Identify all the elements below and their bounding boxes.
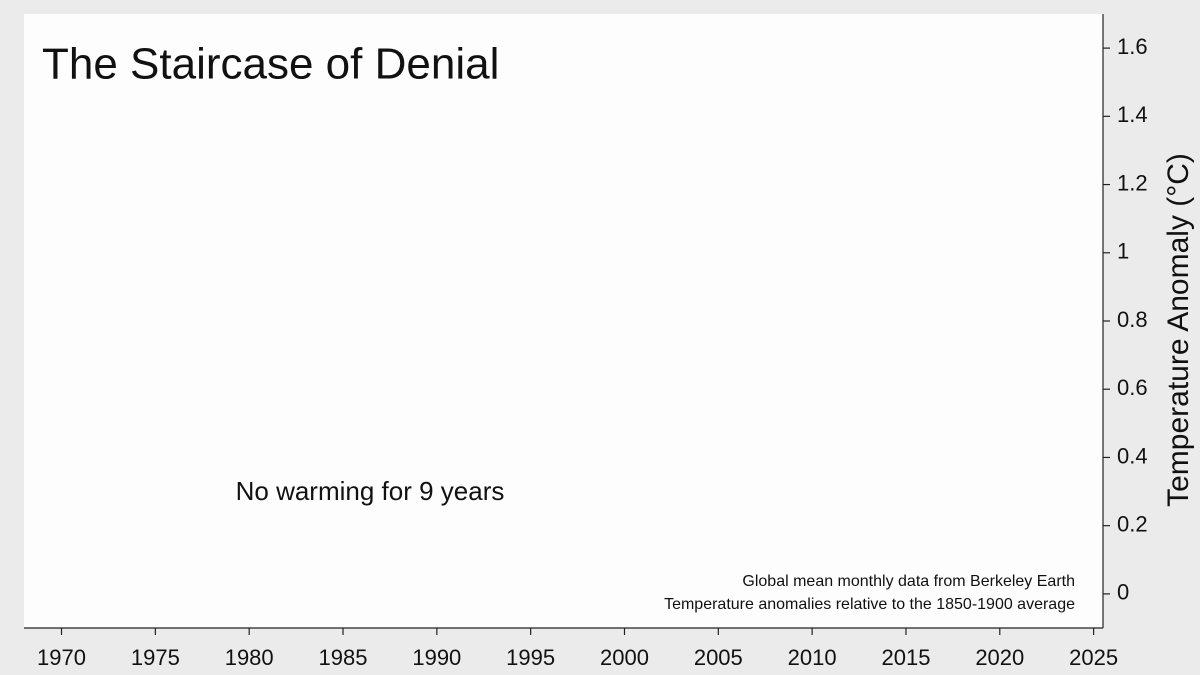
- y-tick-label: 0.8: [1117, 307, 1148, 332]
- y-tick-label: 0.2: [1117, 511, 1148, 536]
- x-tick-label: 1985: [319, 645, 368, 670]
- x-tick-label: 1975: [131, 645, 180, 670]
- y-axis-title: Temperature Anomaly (°C): [1162, 153, 1195, 507]
- x-tick-label: 2010: [788, 645, 837, 670]
- x-tick-label: 1995: [506, 645, 555, 670]
- x-tick-label: 1990: [412, 645, 461, 670]
- y-tick-label: 1.2: [1117, 170, 1148, 195]
- x-tick-label: 2015: [881, 645, 930, 670]
- y-tick-label: 0.6: [1117, 375, 1148, 400]
- y-tick-label: 1.4: [1117, 102, 1148, 127]
- plot-area: [24, 14, 1103, 628]
- x-tick-label: 1980: [225, 645, 274, 670]
- chart-title: The Staircase of Denial: [42, 40, 499, 89]
- y-tick-label: 0.4: [1117, 443, 1148, 468]
- x-tick-label: 2000: [600, 645, 649, 670]
- note: Temperature anomalies relative to the 18…: [664, 596, 1075, 613]
- x-tick-label: 2025: [1069, 645, 1118, 670]
- x-tick-label: 1970: [37, 645, 86, 670]
- y-tick-label: 1.6: [1117, 34, 1148, 59]
- y-tick-label: 1: [1117, 239, 1129, 264]
- annotation: No warming for 9 years: [236, 476, 505, 506]
- x-tick-label: 2020: [975, 645, 1024, 670]
- y-tick-label: 0: [1117, 580, 1129, 605]
- x-tick-label: 2005: [694, 645, 743, 670]
- note: Global mean monthly data from Berkeley E…: [742, 573, 1075, 590]
